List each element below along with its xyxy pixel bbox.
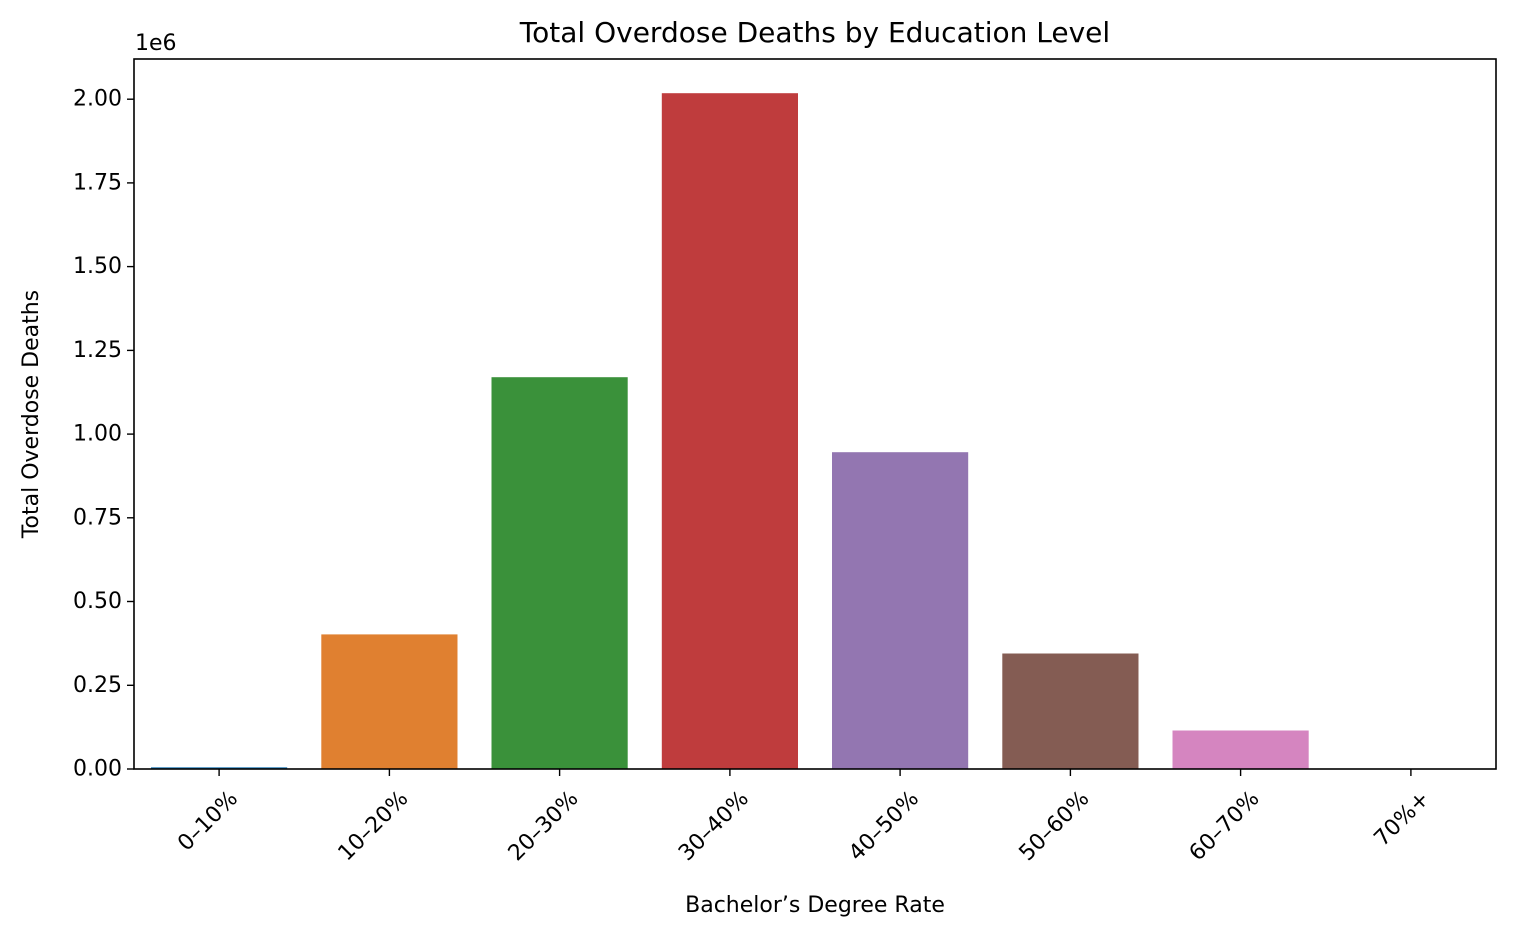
x-tick-label-3: 30–40% (674, 786, 754, 866)
plot-frame (133, 58, 1497, 770)
x-tick-label-4: 40–50% (844, 786, 924, 866)
bar-4 (832, 452, 969, 769)
y-tick-label-0: 0.00 (73, 757, 122, 782)
x-tick-label-7: 70%+ (1370, 786, 1435, 851)
bar-1 (321, 634, 458, 769)
x-tick-label-1: 10–20% (334, 786, 414, 866)
bar-3 (661, 93, 798, 769)
x-tick-label-5: 50–60% (1015, 786, 1095, 866)
x-axis-label: Bachelor’s Degree Rate (685, 893, 945, 918)
y-tick-label-2: 0.50 (73, 589, 122, 614)
x-tick-label-6: 60–70% (1185, 786, 1265, 866)
bar-2 (491, 377, 628, 769)
x-tick-label-2: 20–30% (504, 786, 584, 866)
y-tick-label-6: 1.50 (73, 254, 122, 279)
x-tick-label-0: 0–10% (173, 786, 243, 856)
bar-6 (1172, 730, 1309, 769)
y-offset-label: 1e6 (135, 31, 177, 56)
y-tick-label-5: 1.25 (73, 338, 122, 363)
x-axis-ticks: 0–10% 10–20% 20–30% 30–40% 40–50% 50–60% 60–70… (173, 769, 1435, 866)
y-tick-label-1: 0.25 (73, 673, 122, 698)
y-axis-label: Total Overdose Deaths (19, 290, 44, 539)
y-tick-label-3: 0.75 (73, 505, 122, 530)
bar-0 (151, 767, 288, 769)
bar-5 (1002, 653, 1139, 769)
bars (151, 93, 1309, 769)
y-tick-label-4: 1.00 (73, 422, 122, 447)
y-tick-label-7: 1.75 (73, 170, 122, 195)
chart-title: Total Overdose Deaths by Education Level (519, 16, 1110, 49)
y-tick-label-8: 2.00 (73, 87, 122, 112)
y-axis-ticks: 0.00 0.25 0.50 0.75 1.00 1.25 1.50 1.75 2.00 (73, 87, 134, 782)
